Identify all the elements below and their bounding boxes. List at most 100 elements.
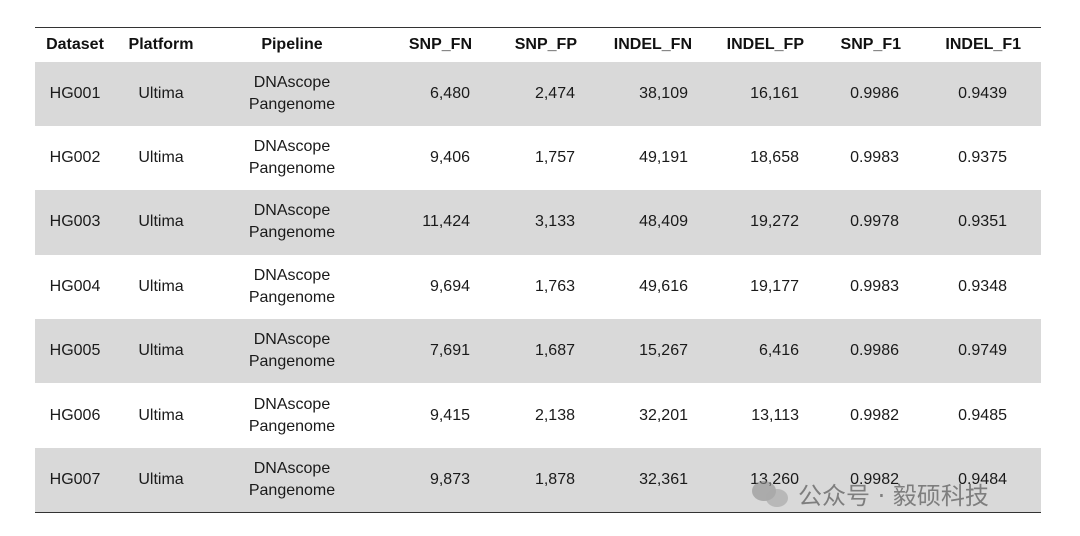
cell-snp-fp: 1,763 — [472, 255, 577, 319]
cell-pipeline: DNAscope Pangenome — [207, 255, 377, 319]
cell-snp-f1: 0.9986 — [804, 319, 914, 383]
pipeline-line-1: DNAscope — [253, 266, 331, 284]
cell-indel-fp-value: 6,416 — [758, 342, 799, 360]
cell-indel-fp-value: 13,260 — [750, 470, 799, 488]
cell-pipeline: DNAscope Pangenome — [207, 383, 377, 447]
cell-indel-fp-value: 18,658 — [750, 149, 799, 167]
pipeline-line-1: DNAscope — [253, 202, 331, 220]
cell-indel-fp: 13,113 — [692, 383, 804, 447]
cell-indel-f1: 0.9351 — [914, 190, 1041, 254]
cell-indel-f1: 0.9375 — [914, 126, 1041, 190]
cell-platform: Ultima — [115, 448, 207, 512]
cell-snp-f1: 0.9986 — [804, 62, 914, 126]
cell-dataset-value: HG004 — [49, 277, 101, 295]
cell-snp-f1-value: 0.9982 — [850, 470, 899, 488]
table-row: HG005 Ultima DNAscope Pangenome 7,691 1,687 15… — [35, 319, 1041, 384]
cell-indel-f1: 0.9439 — [914, 62, 1041, 126]
cell-indel-fp-value: 13,113 — [751, 406, 799, 424]
cell-dataset-value: HG005 — [49, 342, 101, 360]
cell-snp-fn: 11,424 — [377, 190, 472, 254]
cell-indel-f1-value: 0.9439 — [958, 84, 1007, 102]
cell-dataset: HG001 — [35, 62, 115, 126]
pipeline-line-2: Pangenome — [248, 353, 336, 371]
cell-platform-value: Ultima — [138, 277, 184, 295]
cell-dataset: HG007 — [35, 448, 115, 512]
cell-snp-f1-value: 0.9986 — [850, 342, 899, 360]
cell-platform: Ultima — [115, 126, 207, 190]
cell-snp-fp: 2,474 — [472, 62, 577, 126]
cell-pipeline: DNAscope Pangenome — [207, 448, 377, 512]
cell-dataset: HG002 — [35, 126, 115, 190]
cell-snp-fn-value: 6,480 — [429, 84, 470, 102]
cell-snp-f1: 0.9982 — [804, 448, 914, 512]
cell-snp-fp-value: 1,757 — [534, 149, 575, 167]
cell-indel-f1-value: 0.9351 — [958, 213, 1007, 231]
header-indel-f1: INDEL_F1 — [945, 35, 1021, 53]
cell-snp-fn: 7,691 — [377, 319, 472, 383]
cell-platform-value: Ultima — [138, 84, 184, 102]
cell-dataset-value: HG002 — [49, 149, 101, 167]
cell-indel-fp-value: 19,272 — [750, 213, 799, 231]
cell-dataset: HG004 — [35, 255, 115, 319]
cell-snp-fp-value: 1,687 — [534, 342, 575, 360]
cell-indel-fn: 32,361 — [577, 448, 692, 512]
results-table-container: Dataset Platform Pipeline SNP_FN SNP_FP … — [35, 27, 1041, 513]
cell-snp-fn-value: 9,406 — [429, 149, 470, 167]
table-header: Dataset Platform Pipeline SNP_FN SNP_FP … — [35, 27, 1041, 62]
cell-platform-value: Ultima — [138, 149, 184, 167]
header-pipeline: Pipeline — [261, 35, 323, 53]
cell-indel-fn: 49,191 — [577, 126, 692, 190]
cell-snp-f1-value: 0.9982 — [850, 406, 899, 424]
cell-snp-f1: 0.9978 — [804, 190, 914, 254]
cell-snp-fn: 9,694 — [377, 255, 472, 319]
cell-platform: Ultima — [115, 383, 207, 447]
cell-indel-fn: 32,201 — [577, 383, 692, 447]
cell-pipeline: DNAscope Pangenome — [207, 126, 377, 190]
cell-snp-f1: 0.9982 — [804, 383, 914, 447]
cell-platform: Ultima — [115, 255, 207, 319]
pipeline-line-2: Pangenome — [248, 160, 336, 178]
pipeline-line-2: Pangenome — [248, 224, 336, 242]
table-row: HG001 Ultima DNAscope Pangenome 6,480 2,474 38… — [35, 61, 1041, 126]
cell-platform-value: Ultima — [138, 406, 184, 424]
cell-dataset-value: HG007 — [49, 470, 101, 488]
cell-indel-fn-value: 32,201 — [639, 406, 688, 424]
cell-snp-fn: 9,406 — [377, 126, 472, 190]
pipeline-line-1: DNAscope — [253, 73, 331, 91]
table-row: HG003 Ultima DNAscope Pangenome 11,424 3,133 4… — [35, 190, 1041, 255]
cell-snp-fp: 3,133 — [472, 190, 577, 254]
cell-snp-fn: 6,480 — [377, 62, 472, 126]
cell-indel-fn-value: 32,361 — [639, 470, 688, 488]
cell-indel-fn: 48,409 — [577, 190, 692, 254]
cell-indel-f1-value: 0.9375 — [958, 149, 1007, 167]
header-snp-fp: SNP_FP — [514, 35, 577, 53]
cell-snp-fn: 9,873 — [377, 448, 472, 512]
cell-indel-fp: 16,161 — [692, 62, 804, 126]
cell-snp-fp: 1,687 — [472, 319, 577, 383]
cell-indel-fp-value: 16,161 — [750, 84, 799, 102]
cell-snp-fp-value: 3,133 — [534, 213, 575, 231]
cell-platform: Ultima — [115, 190, 207, 254]
cell-snp-fp: 2,138 — [472, 383, 577, 447]
cell-indel-fp: 18,658 — [692, 126, 804, 190]
pipeline-line-2: Pangenome — [248, 95, 336, 113]
cell-indel-fn: 49,616 — [577, 255, 692, 319]
cell-snp-fp: 1,878 — [472, 448, 577, 512]
cell-snp-f1-value: 0.9983 — [850, 277, 899, 295]
results-table: Dataset Platform Pipeline SNP_FN SNP_FP … — [35, 27, 1041, 513]
cell-indel-f1-value: 0.9485 — [958, 406, 1007, 424]
cell-snp-f1: 0.9983 — [804, 255, 914, 319]
cell-snp-fn-value: 7,691 — [429, 342, 470, 360]
pipeline-line-1: DNAscope — [253, 331, 331, 349]
table-row: HG004 Ultima DNAscope Pangenome 9,694 1,763 49… — [35, 255, 1041, 319]
cell-snp-fn: 9,415 — [377, 383, 472, 447]
cell-snp-f1: 0.9983 — [804, 126, 914, 190]
cell-dataset: HG005 — [35, 319, 115, 383]
cell-indel-fp: 6,416 — [692, 319, 804, 383]
cell-indel-fp: 19,177 — [692, 255, 804, 319]
table-row: HG007 Ultima DNAscope Pangenome 9,873 1,878 32… — [35, 447, 1041, 513]
cell-snp-fn-value: 9,694 — [429, 277, 470, 295]
pipeline-line-2: Pangenome — [248, 417, 336, 435]
cell-indel-fp-value: 19,177 — [750, 277, 799, 295]
cell-snp-fn-value: 11,424 — [422, 213, 470, 231]
